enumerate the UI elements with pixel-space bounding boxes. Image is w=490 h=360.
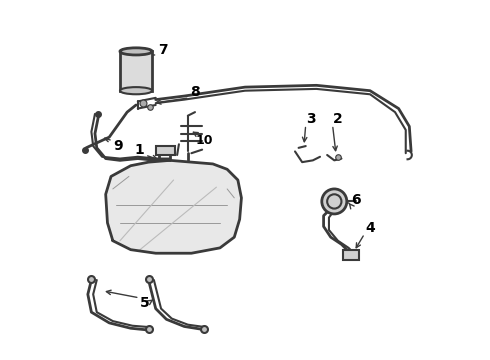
Text: 4: 4	[365, 221, 375, 235]
FancyBboxPatch shape	[156, 146, 175, 155]
Ellipse shape	[120, 48, 152, 55]
Text: 1: 1	[135, 143, 145, 157]
Text: 3: 3	[306, 112, 316, 126]
Circle shape	[322, 189, 347, 214]
Text: 2: 2	[333, 112, 343, 126]
FancyBboxPatch shape	[343, 249, 359, 260]
Text: 10: 10	[195, 134, 213, 147]
Text: 5: 5	[140, 296, 150, 310]
Text: 7: 7	[158, 42, 168, 57]
Text: 9: 9	[113, 139, 123, 153]
Ellipse shape	[120, 87, 152, 94]
Polygon shape	[106, 160, 242, 253]
Text: 6: 6	[351, 193, 361, 207]
Text: 8: 8	[190, 85, 200, 99]
FancyBboxPatch shape	[120, 51, 152, 91]
